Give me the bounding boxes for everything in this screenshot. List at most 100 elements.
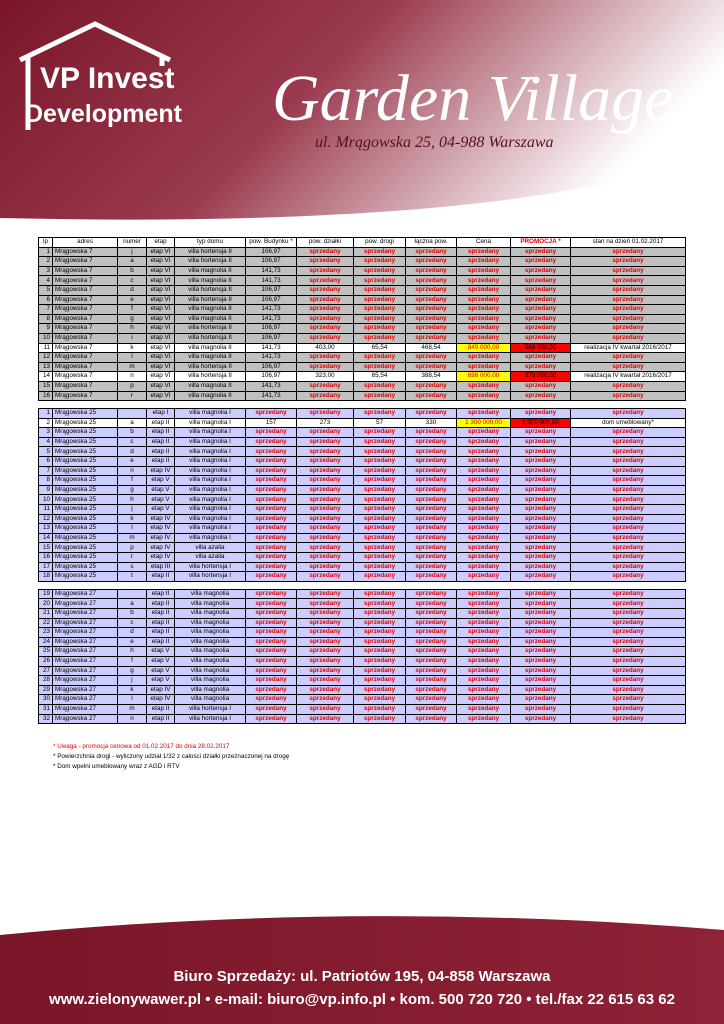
cell: villa magnolia bbox=[174, 636, 246, 648]
cell: sprzedany bbox=[245, 465, 297, 477]
cell: sprzedany bbox=[570, 361, 686, 373]
cell: sprzedany bbox=[510, 655, 571, 667]
cell: sprzedany bbox=[510, 598, 571, 609]
cell: sprzedany bbox=[510, 617, 571, 629]
cell: 106,97 bbox=[245, 284, 297, 296]
cell: sprzedany bbox=[456, 561, 511, 573]
table-row: 15 Mrągowska 25 p etap IV villa azalia sprzed… bbox=[38, 542, 686, 553]
cell: sprzedany bbox=[353, 380, 406, 392]
cell: Mrągowska 7 bbox=[52, 265, 118, 277]
cell: sprzedany bbox=[405, 361, 457, 373]
cell: Mrągowska 25 bbox=[52, 465, 118, 477]
cell: e bbox=[117, 456, 147, 467]
cell: sprzedany bbox=[245, 408, 297, 419]
cell: sprzedany bbox=[296, 655, 354, 667]
cell: sprzedany bbox=[296, 332, 354, 344]
cell: sprzedany bbox=[353, 675, 406, 686]
cell: 22 bbox=[38, 617, 53, 629]
cell: sprzedany bbox=[570, 352, 686, 363]
cell: sprzedany bbox=[456, 294, 511, 306]
cell: 23 bbox=[38, 627, 53, 638]
cell: villa magnolia I bbox=[174, 436, 246, 448]
cell: 11 bbox=[38, 342, 53, 354]
cell: sprzedany bbox=[353, 627, 406, 638]
cell: sprzedany bbox=[405, 504, 457, 515]
cell: etap V bbox=[146, 655, 175, 667]
cell: sprzedany bbox=[570, 713, 686, 725]
cell: sprzedany bbox=[510, 465, 571, 477]
cell: Mrągowska 7 bbox=[52, 371, 118, 382]
cell: 65,54 bbox=[353, 342, 406, 354]
cell: sprzedany bbox=[456, 617, 511, 629]
cell: 7 bbox=[38, 304, 53, 315]
cell: sprzedany bbox=[245, 484, 297, 496]
cell: sprzedany bbox=[353, 646, 406, 657]
cell: sprzedany bbox=[456, 684, 511, 696]
cell: sprzedany bbox=[570, 655, 686, 667]
cell: dom umeblowany* bbox=[570, 417, 686, 429]
cell: sprzedany bbox=[456, 436, 511, 448]
cell: sprzedany bbox=[456, 675, 511, 686]
cell: villa magnolia bbox=[174, 598, 246, 609]
cell: sprzedany bbox=[296, 475, 354, 486]
cell: villa hortensja I bbox=[174, 703, 246, 715]
cell: villa magnolia bbox=[174, 646, 246, 657]
cell: sprzedany bbox=[296, 284, 354, 296]
cell: etap VI bbox=[146, 284, 175, 296]
cell: 16 bbox=[38, 390, 53, 402]
cell: sprzedany bbox=[296, 675, 354, 686]
column-header: adres bbox=[52, 237, 118, 248]
cell: sprzedany bbox=[456, 246, 511, 258]
cell: sprzedany bbox=[456, 465, 511, 477]
cell: 8 bbox=[38, 475, 53, 486]
cell: 18 bbox=[38, 571, 53, 582]
cell: Mrągowska 25 bbox=[52, 446, 118, 458]
cell: Mrągowska 25 bbox=[52, 523, 118, 534]
header-row: lp adres numer etap typ domu pow. Budynku * po… bbox=[38, 237, 686, 248]
cell: Mrągowska 27 bbox=[52, 627, 118, 638]
cell: sprzedany bbox=[456, 552, 511, 563]
cell: m bbox=[117, 532, 147, 544]
cell: sprzedany bbox=[353, 390, 406, 402]
cell: 27 bbox=[38, 665, 53, 677]
cell: sprzedany bbox=[405, 275, 457, 286]
cell: a bbox=[117, 417, 147, 429]
cell: sprzedany bbox=[570, 513, 686, 525]
cell: sprzedany bbox=[510, 256, 571, 267]
column-header: pow. Budynku * bbox=[245, 237, 297, 248]
cell: sprzedany bbox=[510, 675, 571, 686]
cell: sprzedany bbox=[353, 313, 406, 325]
cell: sprzedany bbox=[456, 256, 511, 267]
cell: j bbox=[117, 675, 147, 686]
cell: sprzedany bbox=[510, 532, 571, 544]
cell: 323,00 bbox=[296, 371, 354, 382]
cell: s bbox=[117, 561, 147, 573]
cell: etap V bbox=[146, 646, 175, 657]
cell: sprzedany bbox=[405, 617, 457, 629]
cell: etap II bbox=[146, 427, 175, 438]
cell: 106,97 bbox=[245, 256, 297, 267]
cell: sprzedany bbox=[353, 504, 406, 515]
table-row: 20 Mrągowska 27 a etap II villa magnolia sprz… bbox=[38, 598, 686, 609]
cell: sprzedany bbox=[353, 655, 406, 667]
cell: sprzedany bbox=[570, 427, 686, 438]
cell: sprzedany bbox=[510, 390, 571, 402]
cell: sprzedany bbox=[296, 246, 354, 258]
cell: sprzedany bbox=[510, 588, 571, 600]
cell: sprzedany bbox=[245, 552, 297, 563]
cell: sprzedany bbox=[570, 571, 686, 582]
cell: sprzedany bbox=[245, 646, 297, 657]
cell: sprzedany bbox=[245, 607, 297, 619]
cell: sprzedany bbox=[405, 408, 457, 419]
cell: Mrągowska 7 bbox=[52, 294, 118, 306]
cell: villa magnolia bbox=[174, 675, 246, 686]
cell: sprzedany bbox=[570, 275, 686, 286]
cell: etap V bbox=[146, 494, 175, 506]
cell: Mrągowska 25 bbox=[52, 417, 118, 429]
cell: sprzedany bbox=[296, 408, 354, 419]
price-table: lp adres numer etap typ domu pow. Budynku * po… bbox=[38, 237, 686, 725]
cell: Mrągowska 7 bbox=[52, 361, 118, 373]
cell: 6 bbox=[38, 456, 53, 467]
cell: 12 bbox=[38, 513, 53, 525]
